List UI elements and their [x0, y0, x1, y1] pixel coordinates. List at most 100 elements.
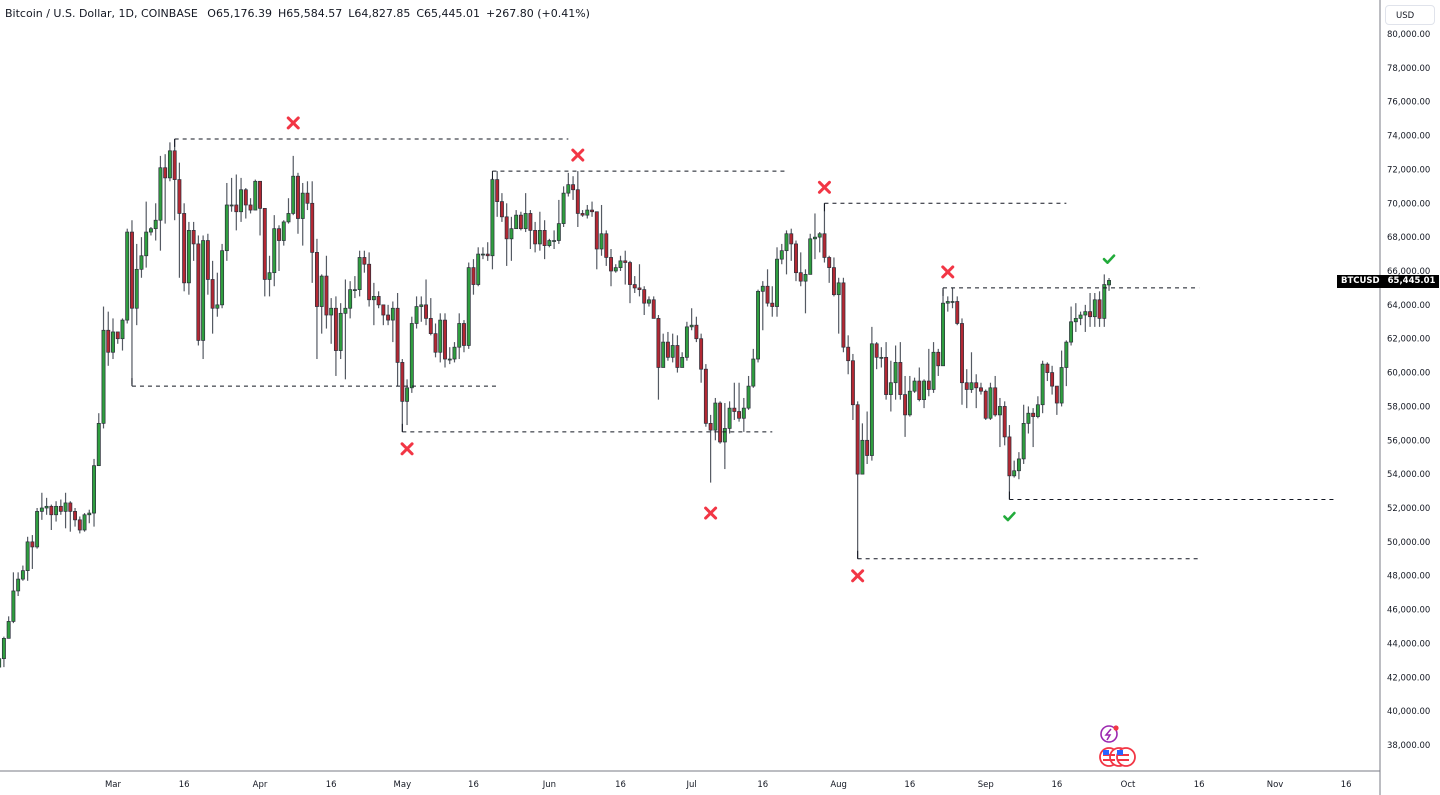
- candle-up[interactable]: [1035, 404, 1040, 417]
- candle-down[interactable]: [296, 175, 300, 219]
- candle-up[interactable]: [291, 175, 296, 214]
- candle-up[interactable]: [319, 275, 324, 307]
- candle-down[interactable]: [884, 356, 889, 395]
- candle-up[interactable]: [348, 289, 353, 309]
- candle-down[interactable]: [770, 302, 775, 307]
- candle-up[interactable]: [523, 213, 528, 230]
- candle-up[interactable]: [1064, 341, 1069, 368]
- candle-up[interactable]: [54, 505, 59, 516]
- candle-down[interactable]: [1002, 406, 1007, 438]
- candle-up[interactable]: [96, 423, 101, 467]
- candle-down[interactable]: [865, 439, 870, 456]
- candle-down[interactable]: [333, 307, 338, 351]
- candle-up[interactable]: [409, 323, 414, 389]
- candle-down[interactable]: [841, 282, 846, 348]
- candle-up[interactable]: [556, 223, 561, 241]
- candle-down[interactable]: [623, 260, 628, 263]
- candle-up[interactable]: [229, 204, 234, 207]
- candle-up[interactable]: [35, 511, 40, 548]
- candle-down[interactable]: [651, 299, 656, 319]
- candle-up[interactable]: [329, 307, 334, 316]
- candle-up[interactable]: [1021, 423, 1026, 460]
- candle-down[interactable]: [182, 213, 187, 284]
- candle-up[interactable]: [352, 289, 357, 291]
- candle-down[interactable]: [324, 275, 329, 316]
- candle-up[interactable]: [808, 238, 813, 275]
- candle-down[interactable]: [172, 150, 177, 180]
- lightning-event-icon[interactable]: [1100, 725, 1118, 743]
- candle-up[interactable]: [722, 428, 727, 443]
- candle-up[interactable]: [139, 255, 144, 270]
- candle-down[interactable]: [49, 505, 54, 516]
- candle-down[interactable]: [68, 502, 73, 512]
- candle-down[interactable]: [732, 407, 737, 412]
- candle-up[interactable]: [1, 637, 6, 660]
- candle-up[interactable]: [267, 272, 272, 280]
- candle-up[interactable]: [148, 228, 153, 233]
- candle-up[interactable]: [153, 219, 158, 230]
- candle-up[interactable]: [371, 296, 376, 301]
- candle-up[interactable]: [253, 180, 258, 211]
- candle-down[interactable]: [855, 404, 860, 475]
- candle-down[interactable]: [130, 231, 134, 309]
- candle-up[interactable]: [713, 402, 718, 431]
- candle-up[interactable]: [0, 658, 2, 668]
- candle-up[interactable]: [922, 380, 927, 401]
- candle-down[interactable]: [210, 279, 215, 309]
- candle-up[interactable]: [239, 189, 244, 213]
- candle-down[interactable]: [499, 201, 504, 218]
- candle-up[interactable]: [1040, 363, 1045, 406]
- candle-down[interactable]: [395, 307, 400, 363]
- candle-down[interactable]: [243, 189, 248, 206]
- candle-up[interactable]: [286, 213, 291, 223]
- candle-down[interactable]: [571, 184, 576, 191]
- candle-down[interactable]: [443, 319, 447, 360]
- candle-down[interactable]: [528, 213, 533, 231]
- candle-up[interactable]: [680, 356, 685, 368]
- candle-up[interactable]: [6, 621, 11, 639]
- candle-up[interactable]: [941, 302, 945, 367]
- candle-down[interactable]: [518, 214, 523, 230]
- candle-up[interactable]: [1107, 280, 1111, 286]
- candle-down[interactable]: [386, 314, 391, 321]
- candle-down[interactable]: [936, 351, 941, 367]
- candle-down[interactable]: [362, 257, 367, 265]
- candle-up[interactable]: [144, 231, 149, 257]
- candle-down[interactable]: [305, 192, 310, 204]
- candle-up[interactable]: [82, 514, 87, 531]
- candle-up[interactable]: [561, 192, 566, 224]
- candle-up[interactable]: [997, 406, 1002, 416]
- candle-up[interactable]: [466, 267, 471, 346]
- candle-up[interactable]: [111, 331, 115, 353]
- candle-down[interactable]: [594, 211, 599, 250]
- candle-up[interactable]: [1069, 321, 1074, 343]
- candle-down[interactable]: [542, 230, 547, 246]
- candle-down[interactable]: [248, 204, 253, 211]
- candle-up[interactable]: [1083, 311, 1088, 316]
- candle-up[interactable]: [343, 307, 348, 314]
- candle-down[interactable]: [628, 262, 632, 285]
- candle-down[interactable]: [367, 263, 372, 301]
- candle-down[interactable]: [699, 338, 704, 370]
- candle-down[interactable]: [400, 362, 405, 402]
- candle-up[interactable]: [167, 150, 172, 179]
- candle-up[interactable]: [39, 507, 44, 512]
- candle-down[interactable]: [1007, 436, 1012, 477]
- candle-up[interactable]: [1102, 284, 1107, 319]
- candle-up[interactable]: [300, 192, 305, 219]
- candle-down[interactable]: [789, 233, 794, 245]
- candle-down[interactable]: [656, 318, 661, 368]
- candle-up[interactable]: [613, 267, 618, 272]
- candle-down[interactable]: [433, 333, 438, 353]
- candle-down[interactable]: [955, 301, 960, 324]
- candle-up[interactable]: [92, 465, 96, 514]
- candle-up[interactable]: [869, 343, 874, 456]
- candle-up[interactable]: [1092, 299, 1097, 318]
- candle-down[interactable]: [580, 213, 585, 216]
- candle-up[interactable]: [338, 312, 343, 351]
- candle-down[interactable]: [163, 167, 168, 179]
- candle-up[interactable]: [912, 380, 917, 392]
- candle-down[interactable]: [424, 304, 428, 319]
- candle-down[interactable]: [1088, 311, 1093, 318]
- candle-up[interactable]: [893, 362, 898, 384]
